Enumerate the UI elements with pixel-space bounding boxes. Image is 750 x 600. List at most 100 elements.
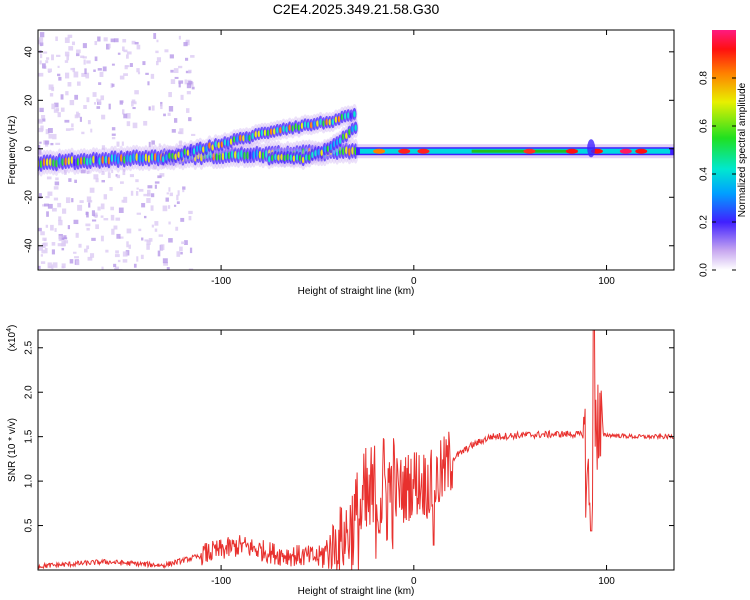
spectrogram-noise-cell: [101, 266, 104, 270]
spectrogram-noise-cell: [97, 206, 101, 211]
chart-title: C2E4.2025.349.21.58.G30: [273, 1, 440, 17]
spectrogram-cell-core: [52, 159, 55, 167]
spectrogram-noise-cell: [150, 205, 154, 211]
spectrogram-noise-cell: [101, 114, 106, 120]
colorbar-tick-label: 0.2: [699, 215, 710, 229]
spectrogram-cell-core: [129, 154, 132, 163]
spectrogram-noise-cell: [129, 174, 134, 178]
snr-y-tick-label: 1.5: [24, 429, 35, 443]
spectrogram-cell-core: [95, 155, 98, 164]
spectrogram-noise-cell: [132, 107, 136, 110]
spectrogram-noise-cell: [70, 128, 74, 131]
spectrogram-x-tick-label: -100: [211, 276, 231, 287]
spectrogram-noise-cell: [115, 217, 121, 221]
spectrogram-noise-cell: [168, 187, 171, 192]
spectrogram-noise-cell: [113, 263, 117, 268]
spectrogram-cell-core: [141, 154, 145, 163]
spectrogram-cell-core: [113, 154, 117, 162]
spectrogram-noise-cell: [79, 116, 82, 122]
snr-series-line: [38, 330, 674, 570]
spectrogram-noise-cell: [168, 92, 172, 98]
spectrogram-cell-core: [243, 151, 246, 160]
spectrogram-cell-core: [323, 146, 327, 153]
spectrogram-noise-cell: [151, 105, 155, 111]
spectrogram-noise-cell: [160, 244, 165, 251]
spectrogram-noise-cell: [115, 174, 118, 177]
spectrogram-cell-core: [161, 156, 165, 163]
spectrogram-noise-cell: [151, 224, 154, 228]
spectrogram-noise-cell: [46, 57, 50, 60]
snr-plot-area: [38, 330, 674, 570]
spectrogram-noise-cell: [86, 196, 92, 203]
spectrogram-noise-cell: [58, 76, 62, 81]
spectrogram-noise-cell: [185, 40, 190, 43]
spectrogram-cell-core: [279, 126, 282, 134]
spectrogram-noise-cell: [178, 35, 181, 40]
spectrogram-noise-cell: [86, 97, 90, 103]
spectrogram-noise-cell: [38, 265, 41, 269]
spectrogram-noise-cell: [75, 232, 79, 238]
spectrogram-cell-core: [236, 136, 239, 143]
spectrogram-cell-core: [288, 124, 291, 131]
spectrogram-cell-core: [55, 159, 58, 168]
spectrogram-noise-cell: [61, 242, 66, 247]
spectrogram-noise-cell: [179, 246, 183, 252]
spectrogram-cell-core: [92, 155, 95, 164]
spectrogram-noise-cell: [154, 181, 160, 184]
spectrogram-noise-cell: [70, 67, 75, 71]
spectrogram-cell-core: [338, 146, 342, 155]
spectrogram-cell-core: [257, 130, 261, 137]
spectrogram-noise-cell: [156, 61, 159, 66]
spectrogram-noise-cell: [53, 186, 59, 190]
spectrogram-noise-cell: [130, 190, 134, 196]
spectrogram-cell-core: [205, 145, 208, 152]
spectrogram-noise-cell: [183, 42, 188, 47]
spectrogram-cell-core: [116, 156, 120, 165]
spectrogram-noise-cell: [170, 79, 176, 85]
spectrogram-noise-cell: [73, 71, 79, 78]
spectrogram-noise-cell: [68, 178, 72, 182]
spectrogram-noise-cell: [87, 120, 91, 125]
spectrogram-noise-cell: [66, 54, 70, 61]
colorbar-gradient: [712, 30, 736, 270]
snr-frame: [37, 329, 675, 571]
spectrogram-noise-cell: [118, 236, 124, 239]
spectrogram-noise-cell: [162, 258, 168, 264]
spectrogram-cell-core: [273, 128, 276, 135]
spectrogram-noise-cell: [55, 177, 59, 181]
spectrogram-noise-cell: [51, 54, 54, 61]
spectrogram-noise-cell: [111, 136, 116, 140]
spectrogram-noise-cell: [54, 181, 60, 186]
spectrogram-noise-cell: [143, 120, 148, 126]
spectrogram-cell-core: [338, 137, 342, 144]
spectrogram-cell-core: [132, 153, 135, 162]
spectrogram-cell-core: [211, 144, 214, 151]
spectrogram-noise-cell: [136, 256, 139, 262]
spectrogram-noise-cell: [98, 82, 102, 85]
snr-y-tick-label: 2.5: [24, 340, 35, 354]
spectrogram-noise-cell: [39, 54, 43, 59]
spectrogram-noise-cell: [47, 262, 52, 269]
spectrogram-noise-cell: [96, 106, 101, 109]
spectrogram-noise-cell: [170, 69, 174, 73]
spectrogram-noise-cell: [148, 141, 151, 148]
spectrogram-cell-core: [107, 156, 111, 165]
spectrogram-cell-core: [229, 138, 233, 145]
spectrogram-noise-cell: [45, 196, 50, 199]
spectrogram-cell-core: [260, 129, 264, 137]
spectrogram-noise-cell: [152, 165, 157, 170]
spectrogram-marks: [38, 32, 674, 270]
spectrogram-cell-core: [61, 158, 64, 166]
spectrogram-noise-cell: [39, 107, 44, 113]
spectrogram-noise-cell: [56, 166, 60, 171]
spectrogram-noise-cell: [188, 117, 192, 122]
spectrogram-noise-cell: [67, 34, 73, 38]
spectrogram-noise-cell: [148, 106, 151, 111]
spectrogram-noise-cell: [131, 40, 136, 45]
spectrogram-noise-cell: [57, 65, 60, 68]
spectrogram-cell-core: [248, 134, 251, 142]
spectrogram-noise-cell: [181, 241, 185, 245]
colorbar-label: Normalized spectral amplitude: [737, 82, 748, 217]
spectrogram-y-ticks: -40 -20 0 20 40: [24, 46, 674, 253]
spectrogram-noise-cell: [80, 55, 85, 59]
